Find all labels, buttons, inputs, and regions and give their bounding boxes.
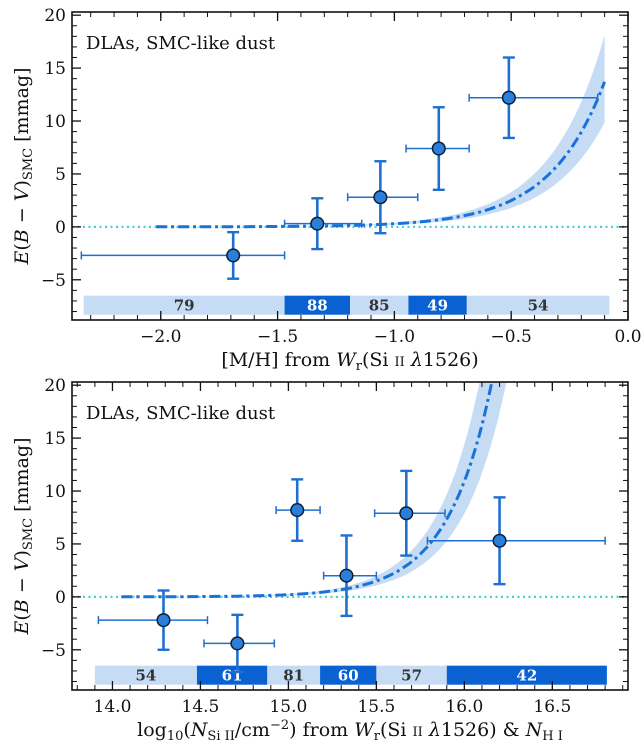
bin-bar [350,295,409,315]
data-point [97,589,209,651]
y-tick-label: 10 [44,482,66,502]
y-tick-label: 0 [55,218,66,238]
data-point [426,496,606,586]
data-point [346,160,419,235]
x-tick-label: −2.0 [140,327,181,347]
bin-bar [284,295,350,315]
bin-bar [376,665,447,685]
y-tick-label: −5 [41,641,66,661]
bin-bar [267,665,321,685]
y-tick-label: 5 [55,165,66,185]
y-tick-label: 15 [44,59,66,79]
x-tick-label: 14.0 [94,697,132,717]
y-axis-label: E(B − V)SMC [mmag] [11,68,36,266]
data-point [322,534,378,618]
bin-bar [320,665,377,685]
data-point [80,230,286,280]
bin-count-label: 60 [338,667,359,685]
x-tick-label: 16.5 [533,697,571,717]
panel-title: DLAs, SMC-like dust [86,33,276,54]
top-panel: 79 88 85 49 54 −2.0 −1.5 −1.0 −0.5 0.0 −5 0 5 10 15 20… [11,6,642,374]
y-tick-label: 0 [55,588,66,608]
x-axis-label: [M/H] from Wr(Si II λ1526) [221,349,478,374]
point-marker [290,503,305,518]
bin-count-label: 61 [222,667,243,685]
point-marker [310,216,325,231]
bin-bar [83,295,285,315]
bin-bar [408,295,467,315]
bin-count-label: 54 [135,667,156,685]
model-curve [121,382,494,599]
x-tick-label: 15.0 [269,697,307,717]
data-point [468,56,599,140]
x-tick-label: 14.5 [182,697,220,717]
bin-count-label: 79 [174,297,195,315]
bin-count-label: 49 [427,297,448,315]
bin-count-label: 81 [283,667,304,685]
point-marker [226,248,241,263]
point-marker [230,636,245,651]
bin-count-label: 57 [401,667,422,685]
point-marker [156,613,171,628]
point-marker [339,568,354,583]
x-tick-label: −0.5 [491,327,532,347]
bin-count-label: 54 [528,297,549,315]
x-tick-label: 15.5 [357,697,395,717]
x-tick-label: 0.0 [614,327,641,347]
point-marker [501,90,516,105]
plot-frame [71,11,629,321]
x-tick-label: −1.5 [257,327,298,347]
x-tick-label: −1.0 [374,327,415,347]
point-marker [373,190,388,205]
data-point [283,197,363,251]
bin-count-label: 85 [369,297,390,315]
bin-bar [446,665,607,685]
plot-frame [71,381,629,691]
bin-bar [94,665,197,685]
bottom-panel: 54 61 81 60 57 42 14.0 14.5 15.0 15.5 16.0 16.5 −5 0… [11,376,629,744]
y-tick-label: 20 [44,376,66,396]
point-marker [399,506,414,521]
y-axis-label: E(B − V)SMC [mmag] [11,438,36,636]
y-tick-label: 15 [44,429,66,449]
data-point [373,469,446,557]
panel-title: DLAs, SMC-like dust [86,403,276,424]
bin-count-label: 88 [307,297,328,315]
y-tick-label: −5 [41,271,66,291]
data-point [203,613,276,674]
data-point [405,106,470,192]
point-marker [431,141,446,156]
data-point [275,478,321,542]
bin-count-label: 42 [516,667,537,685]
point-marker [492,533,507,548]
bin-bar [196,665,268,685]
x-tick-label: 16.0 [445,697,483,717]
y-tick-label: 20 [44,6,66,26]
x-axis-label: log10(NSi II/cm−2) from Wr(Si II λ1526) … [137,718,563,744]
y-tick-label: 10 [44,112,66,132]
y-tick-label: 5 [55,535,66,555]
bin-bar [466,295,610,315]
